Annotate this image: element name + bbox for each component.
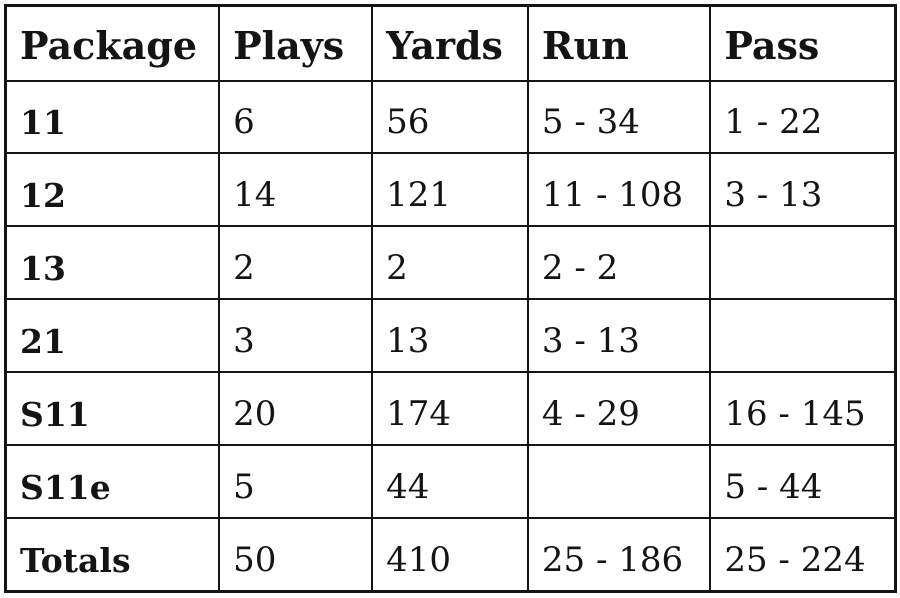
cell-plays: 20 <box>218 371 374 446</box>
cell-run: 2 - 2 <box>526 225 712 301</box>
cell-yards: 121 <box>371 152 529 228</box>
column-header-pass: Pass <box>709 4 897 82</box>
cell-yards: 2 <box>371 225 529 301</box>
cell-pass <box>709 225 897 301</box>
cell-pass: 1 - 22 <box>709 79 897 155</box>
cell-run: 3 - 13 <box>526 298 712 374</box>
cell-pass: 3 - 13 <box>709 152 897 228</box>
cell-package: 21 <box>4 298 221 374</box>
cell-package: S11e <box>4 443 221 519</box>
table-header-row: Package Plays Yards Run Pass <box>4 4 897 82</box>
column-header-plays: Plays <box>218 4 374 82</box>
table-row: 12 14 121 11 - 108 3 - 13 <box>4 152 897 228</box>
table-row: S11e 5 44 5 - 44 <box>4 443 897 519</box>
cell-yards: 13 <box>371 298 529 374</box>
table-row: 21 3 13 3 - 13 <box>4 298 897 374</box>
column-header-run: Run <box>526 4 712 82</box>
cell-pass: 16 - 145 <box>709 371 897 446</box>
cell-plays: 3 <box>218 298 374 374</box>
package-stats-table-container: Package Plays Yards Run Pass 11 6 56 5 -… <box>4 4 897 593</box>
cell-pass <box>709 298 897 374</box>
cell-pass: 5 - 44 <box>709 443 897 519</box>
table-row-totals: Totals 50 410 25 - 186 25 - 224 <box>4 516 897 593</box>
cell-plays: 2 <box>218 225 374 301</box>
table-row: 11 6 56 5 - 34 1 - 22 <box>4 79 897 155</box>
cell-yards: 410 <box>371 516 529 593</box>
cell-run: 5 - 34 <box>526 79 712 155</box>
column-header-yards: Yards <box>371 4 529 82</box>
cell-yards: 174 <box>371 371 529 446</box>
cell-package: 11 <box>4 79 221 155</box>
cell-plays: 14 <box>218 152 374 228</box>
cell-yards: 44 <box>371 443 529 519</box>
table-row: 13 2 2 2 - 2 <box>4 225 897 301</box>
cell-package: S11 <box>4 371 221 446</box>
cell-package: 12 <box>4 152 221 228</box>
cell-plays: 5 <box>218 443 374 519</box>
cell-package: 13 <box>4 225 221 301</box>
cell-pass: 25 - 224 <box>709 516 897 593</box>
cell-run <box>526 443 712 519</box>
table-row: S11 20 174 4 - 29 16 - 145 <box>4 371 897 446</box>
cell-yards: 56 <box>371 79 529 155</box>
column-header-package: Package <box>4 4 221 82</box>
cell-package: Totals <box>4 516 221 593</box>
cell-run: 4 - 29 <box>526 371 712 446</box>
cell-run: 25 - 186 <box>526 516 712 593</box>
package-stats-table: Package Plays Yards Run Pass 11 6 56 5 -… <box>4 4 897 593</box>
cell-plays: 6 <box>218 79 374 155</box>
cell-plays: 50 <box>218 516 374 593</box>
cell-run: 11 - 108 <box>526 152 712 228</box>
